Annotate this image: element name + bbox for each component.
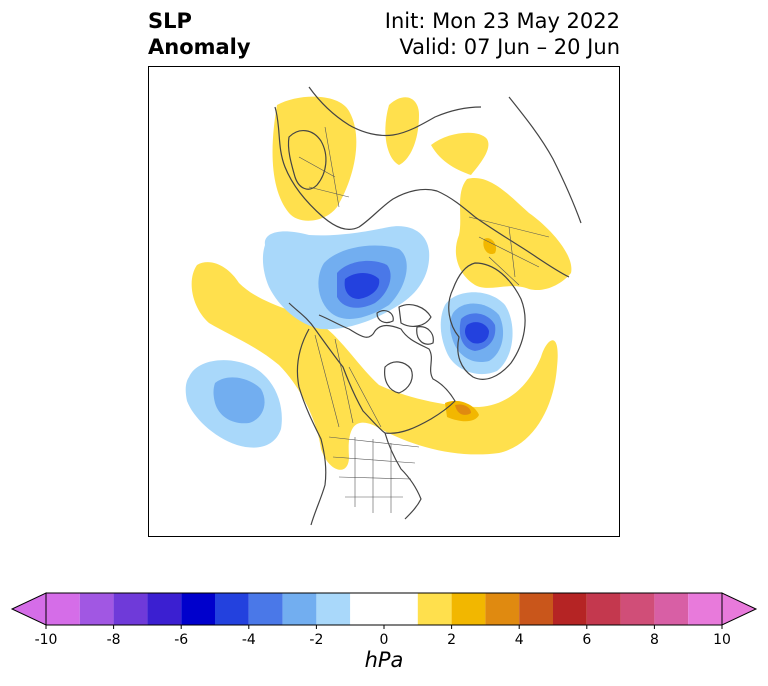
coast-scandinavia xyxy=(287,130,327,190)
positive-anomaly-labrador-peak xyxy=(455,404,471,415)
init-date: Init: Mon 23 May 2022 xyxy=(384,9,620,33)
colorbar-tick-label: 10 xyxy=(713,632,731,647)
positive-anomaly-russia xyxy=(455,177,572,291)
colorbar-bin xyxy=(282,593,317,625)
negative-anomaly-arctic-core xyxy=(344,273,380,299)
anomaly-shading xyxy=(185,96,572,470)
positive-anomaly-russia-core xyxy=(483,238,497,255)
coast-arctic-islands xyxy=(376,304,434,345)
borders-europe xyxy=(298,126,550,286)
title-line-2: Anomaly xyxy=(148,35,251,59)
negative-anomaly-baffin-core xyxy=(465,322,489,344)
colorbar-bin xyxy=(181,593,215,625)
colorbar-bin xyxy=(620,593,655,625)
coast-greenland xyxy=(448,262,526,380)
colorbar-unit-label: hPa xyxy=(364,648,404,672)
map-panel xyxy=(148,66,620,537)
coast-hudson-bay xyxy=(384,361,413,394)
colorbar-bin xyxy=(451,593,486,625)
coast-north-america xyxy=(288,302,456,526)
colorbar-tick-label: -8 xyxy=(107,632,121,647)
negative-anomaly-pacific-core xyxy=(213,377,265,424)
colorbar-ticks: -10 -8 -6 -4 -2 0 2 4 6 8 10 xyxy=(35,625,731,647)
positive-anomaly-europe xyxy=(272,96,357,221)
colorbar-tick-label: -4 xyxy=(242,632,256,647)
anomaly-map xyxy=(185,86,582,526)
colorbar-bin xyxy=(553,593,587,625)
title-line-1: SLP xyxy=(148,9,192,33)
valid-period: Valid: 07 Jun – 20 Jun xyxy=(399,35,620,59)
colorbar-bin xyxy=(316,593,351,625)
colorbar: -10 -8 -6 -4 -2 0 2 4 6 8 10 xyxy=(10,592,758,647)
colorbar-tick-label: -6 xyxy=(174,632,188,647)
coastlines xyxy=(274,86,582,526)
colorbar-bin xyxy=(248,593,283,625)
colorbar-tick-label: 2 xyxy=(447,632,456,647)
colorbar-tick-label: 6 xyxy=(582,632,591,647)
country-borders xyxy=(298,126,550,513)
colorbar-under-extension xyxy=(10,592,47,626)
borders-usa xyxy=(328,436,420,513)
forecast-dates: Init: Mon 23 May 2022 Valid: 07 Jun – 20… xyxy=(385,8,620,60)
colorbar-bin xyxy=(519,593,553,625)
positive-anomaly-barents xyxy=(385,97,419,165)
colorbar-bin xyxy=(485,593,520,625)
colorbar-bin xyxy=(688,593,722,625)
coast-eurasia xyxy=(274,86,582,278)
colorbar-bin xyxy=(147,593,182,625)
borders-canada xyxy=(314,334,382,428)
colorbar-bin xyxy=(215,593,249,625)
colorbar-tick-label: 4 xyxy=(515,632,524,647)
colorbar-tick-label: -2 xyxy=(309,632,323,647)
colorbar-tick-label: 8 xyxy=(650,632,659,647)
colorbar-bin xyxy=(113,593,148,625)
colorbar-tick-label: 0 xyxy=(380,632,389,647)
colorbar-bins xyxy=(10,592,758,626)
colorbar-bin xyxy=(350,593,418,625)
colorbar-over-extension xyxy=(721,592,758,626)
colorbar-bin xyxy=(417,593,452,625)
colorbar-bin xyxy=(586,593,621,625)
colorbar-bin xyxy=(654,593,689,625)
colorbar-tick-label: -10 xyxy=(35,632,58,647)
colorbar-bin xyxy=(79,593,114,625)
map-title: SLP Anomaly xyxy=(148,8,251,60)
positive-anomaly-siberia-north xyxy=(431,132,489,175)
colorbar-bin xyxy=(46,593,80,625)
